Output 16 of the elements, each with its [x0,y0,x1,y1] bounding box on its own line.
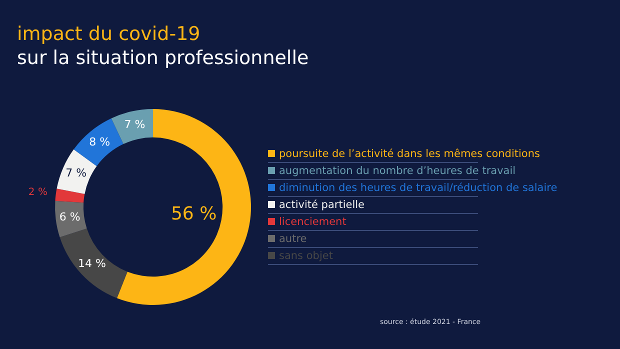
legend-label: licenciement [279,216,346,228]
legend-label: sans objet [279,250,333,262]
chart-title: impact du covid-19 [17,22,200,46]
legend-label: activité partielle [279,199,364,211]
data-label: 8 % [89,135,110,148]
data-label: 56 % [170,203,217,224]
data-label: 14 % [78,257,106,270]
legend-label: diminution des heures de travail/réduction de salaire [279,182,558,194]
chart-subtitle: sur la situation professionnelle [17,46,309,70]
data-label: 7 % [66,166,87,180]
legend-label: augmentation du nombre d’heures de travail [279,165,516,177]
legend-label: poursuite de l’activité dans les mêmes conditions [279,148,540,160]
legend-label: autre [279,233,307,245]
data-label: 6 % [59,210,80,224]
data-label: 2 % [28,187,48,198]
data-label: 7 % [124,118,146,132]
